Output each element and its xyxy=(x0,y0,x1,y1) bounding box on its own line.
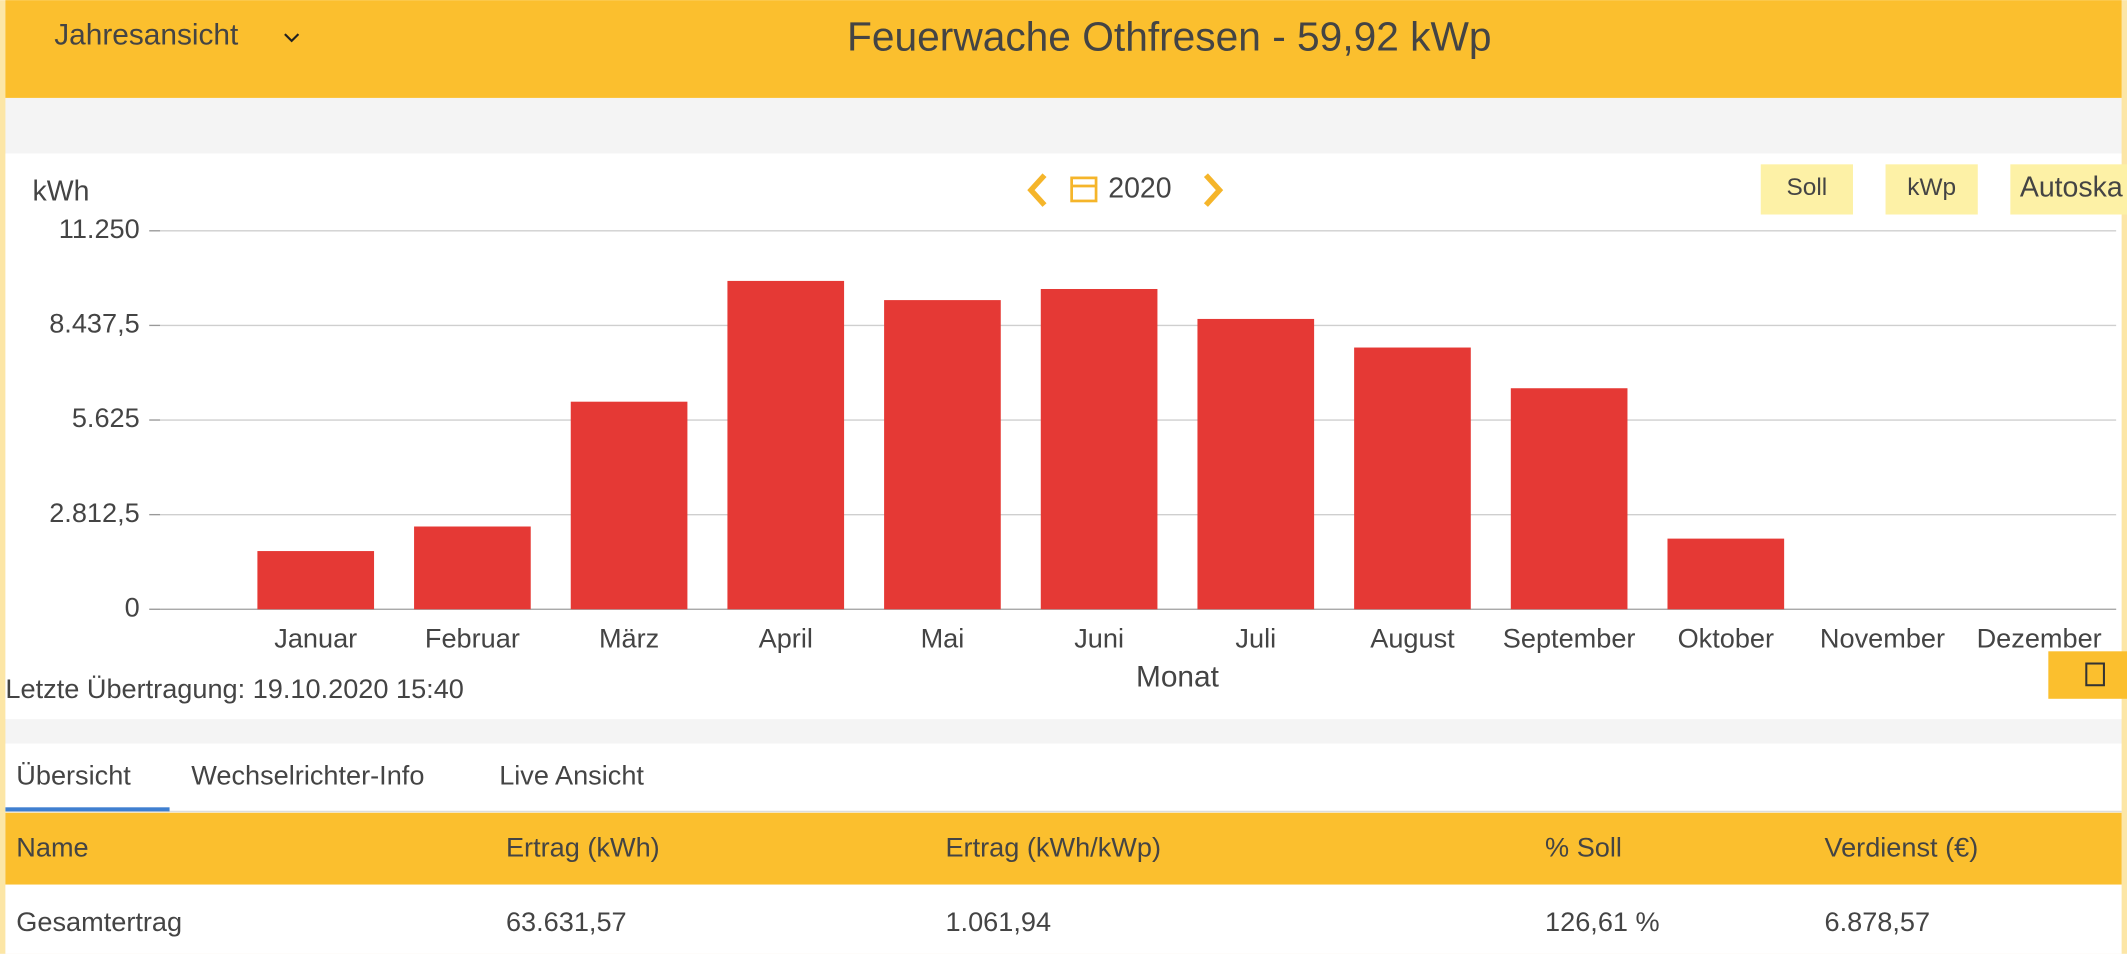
column-header: % Soll xyxy=(1545,832,1622,863)
y-axis-label: kWh xyxy=(33,175,90,207)
header-bar xyxy=(5,0,2122,98)
button-label[interactable]: Autoska xyxy=(2020,171,2123,203)
x-tick-label: Februar xyxy=(425,623,520,654)
next-year[interactable] xyxy=(1203,173,1224,207)
bar xyxy=(257,551,375,610)
x-tick-label: September xyxy=(1503,623,1636,654)
table-cell: Gesamtertrag xyxy=(16,906,182,937)
button-label[interactable]: Soll xyxy=(1787,174,1828,201)
bar xyxy=(884,300,1001,610)
x-tick-label: Juli xyxy=(1235,623,1276,654)
plot: 0 2.812,5 5.625 8.437,5 11.250 Januar Februar M… xyxy=(49,213,2117,654)
table-cell: 6.878,57 xyxy=(1824,906,1930,937)
bar xyxy=(1197,318,1315,610)
table-cell: 1.061,94 xyxy=(945,906,1051,937)
column-header: Name xyxy=(16,832,88,863)
table-header xyxy=(5,812,2122,885)
bar xyxy=(1510,388,1628,610)
column-header: Ertrag (kWh) xyxy=(506,832,660,863)
tab[interactable]: Wechselrichter-Info xyxy=(191,760,424,791)
table: Name Ertrag (kWh) Ertrag (kWh/kWp) % Soll Ve… xyxy=(16,832,1978,938)
bar xyxy=(1354,347,1471,610)
bar xyxy=(727,280,845,610)
button[interactable] xyxy=(1885,164,1978,215)
table-row xyxy=(5,884,2122,954)
y-tick-label: 5.625 xyxy=(72,402,140,433)
button[interactable] xyxy=(1760,164,1853,215)
pdf-icon xyxy=(2085,662,2105,687)
x-tick-label: Mai xyxy=(921,623,965,654)
y-tick-label: 0 xyxy=(125,591,140,622)
bar xyxy=(1040,288,1158,610)
tab[interactable]: Live Ansicht xyxy=(499,760,644,791)
x-tick-label: Juni xyxy=(1074,623,1124,654)
bar xyxy=(570,401,688,610)
tab-active[interactable]: Übersicht xyxy=(16,760,131,791)
page-title: Feuerwache Othfresen - 59,92 kWp xyxy=(847,13,1492,59)
calendar-icon xyxy=(1070,176,1098,203)
view-selector[interactable]: Jahresansicht xyxy=(54,19,239,52)
column-header: Verdienst (€) xyxy=(1824,832,1978,863)
tab-bar xyxy=(5,743,2122,812)
x-axis-label: Monat xyxy=(1136,660,1220,693)
y-tick-label: 2.812,5 xyxy=(49,497,140,528)
button[interactable] xyxy=(2010,164,2127,215)
prev-year[interactable] xyxy=(1027,173,1047,207)
bar xyxy=(1667,538,1785,610)
bar xyxy=(414,526,531,610)
pdf-button[interactable] xyxy=(2048,651,2127,699)
y-tick-label: 11.250 xyxy=(59,213,140,244)
status: Letzte Übertragung: 19.10.2020 15:40 xyxy=(5,673,463,704)
dropdown-icon xyxy=(284,33,300,43)
year[interactable]: 2020 xyxy=(1108,173,1171,205)
button-label[interactable]: kWp xyxy=(1907,174,1956,201)
x-tick-label: Dezember xyxy=(1977,623,2102,654)
table-cell: 63.631,57 xyxy=(506,906,627,937)
x-tick-label: April xyxy=(759,623,813,654)
y-tick-label: 8.437,5 xyxy=(49,308,140,339)
x-tick-label: Januar xyxy=(274,623,357,654)
column-header: Ertrag (kWh/kWp) xyxy=(945,832,1161,863)
x-tick-label: März xyxy=(599,623,659,654)
x-tick-label: November xyxy=(1820,623,1945,654)
x-tick-label: Oktober xyxy=(1678,623,1775,654)
tab-underline xyxy=(5,807,170,812)
table-cell: 126,61 % xyxy=(1545,906,1660,937)
x-tick-label: August xyxy=(1370,623,1455,654)
